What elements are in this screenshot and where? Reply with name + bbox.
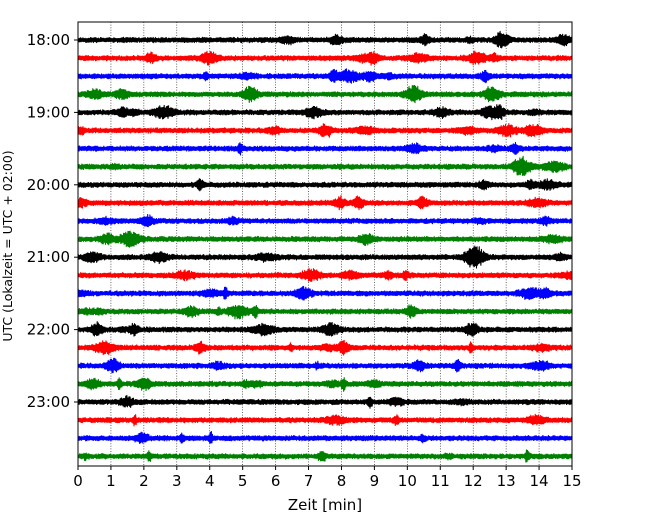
y-tick-label: 21:00 [27, 248, 70, 266]
seismic-trace [77, 339, 573, 356]
y-axis-ticks: 18:00 19:00 20:00 21:00 22:00 23:00 [27, 31, 78, 411]
x-tick-label: 5 [238, 472, 248, 490]
grid-lines [110, 22, 540, 466]
x-tick-label: 0 [73, 472, 83, 490]
seismic-trace [77, 321, 573, 337]
seismic-trace [77, 394, 573, 409]
x-tick-label: 1 [106, 472, 116, 490]
seismic-trace [77, 104, 573, 121]
x-tick-label: 6 [271, 472, 281, 490]
seismic-trace [77, 230, 573, 248]
x-axis-ticks: 0 1 2 3 4 5 6 7 8 9 10 11 12 13 14 15 [73, 466, 582, 490]
seismic-trace [77, 357, 573, 374]
seismic-trace [77, 304, 573, 320]
x-tick-label: 8 [337, 472, 347, 490]
x-tick-label: 3 [172, 472, 182, 490]
seismic-trace [77, 267, 573, 282]
x-tick-label: 14 [530, 472, 549, 490]
y-tick-label: 20:00 [27, 176, 70, 194]
x-tick-label: 11 [431, 472, 450, 490]
x-tick-label: 4 [205, 472, 215, 490]
seismic-trace [77, 195, 573, 211]
seismic-trace [77, 285, 573, 301]
seismic-trace [77, 155, 573, 177]
seismic-trace [77, 245, 573, 269]
seismic-trace [77, 430, 573, 444]
y-tick-label: 23:00 [27, 393, 70, 411]
y-tick-label: 19:00 [27, 103, 70, 121]
seismic-trace [77, 50, 573, 66]
seismic-trace [77, 413, 573, 427]
y-tick-label: 18:00 [27, 31, 70, 49]
y-axis-label: UTC (Lokalzeit = UTC + 02:00) [0, 150, 15, 341]
seismic-trace [77, 178, 573, 192]
seismic-trace [77, 84, 573, 104]
seismic-trace [77, 68, 573, 84]
x-axis-label: Zeit [min] [288, 496, 362, 514]
seismic-trace [77, 213, 573, 228]
x-tick-label: 15 [562, 472, 581, 490]
plot-frame [77, 21, 573, 467]
x-tick-label: 9 [370, 472, 380, 490]
x-tick-label: 2 [139, 472, 149, 490]
traces [77, 30, 573, 463]
y-tick-label: 22:00 [27, 321, 70, 339]
x-tick-label: 12 [464, 472, 483, 490]
seismic-trace [77, 30, 573, 49]
seismic-trace [77, 377, 573, 392]
seismic-trace [77, 123, 573, 138]
seismic-trace [77, 449, 573, 463]
seismic-trace [77, 141, 573, 156]
x-tick-label: 7 [304, 472, 314, 490]
x-tick-label: 10 [398, 472, 417, 490]
x-tick-label: 13 [497, 472, 516, 490]
